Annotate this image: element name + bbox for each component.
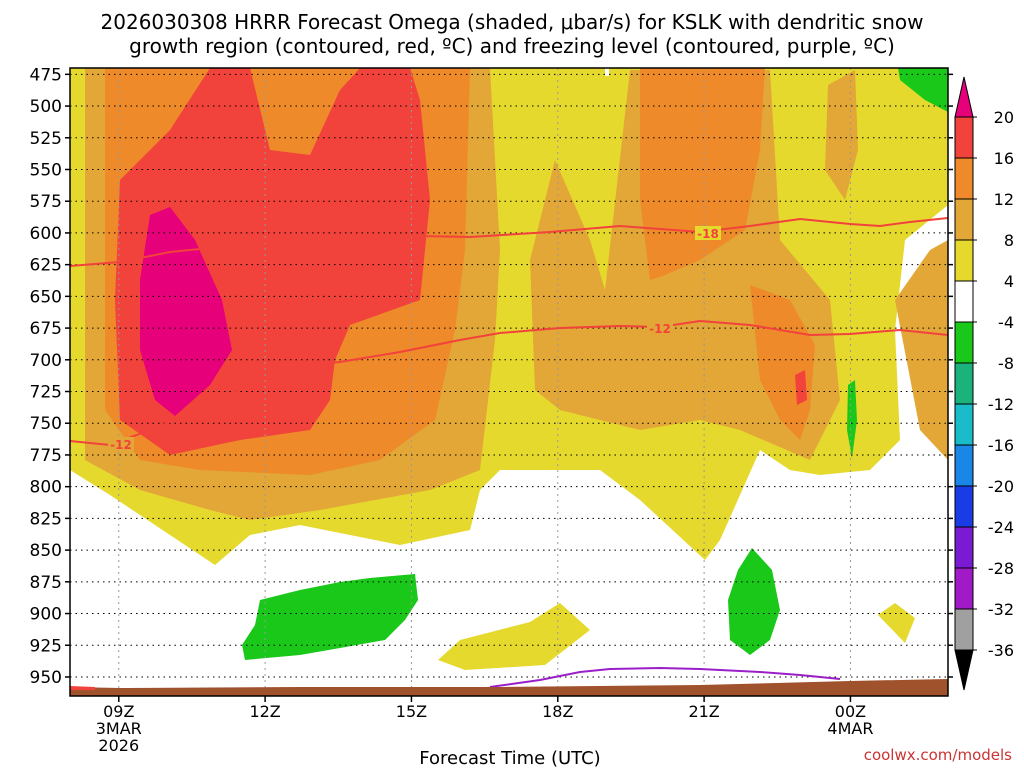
colorbar-label-20: 20 bbox=[994, 108, 1014, 127]
y-tick-label-625: 625 bbox=[30, 256, 62, 276]
colorbar-segment-16 bbox=[954, 157, 974, 200]
y-tick-label-800: 800 bbox=[30, 478, 62, 498]
colorbar-label--28: -28 bbox=[988, 559, 1014, 578]
colorbar-segment--20 bbox=[954, 485, 974, 528]
colorbar-segment-20 bbox=[954, 116, 974, 159]
y-tick-label-925: 925 bbox=[30, 636, 62, 656]
chart-title-line1: 2026030308 HRRR Forecast Omega (shaded, … bbox=[101, 10, 924, 34]
contour-minus18-upper bbox=[70, 217, 948, 267]
y-tick-label-575: 575 bbox=[30, 192, 62, 212]
y-tick-label-550: 550 bbox=[30, 160, 62, 180]
y-tick-label-525: 525 bbox=[30, 129, 62, 149]
colorbar-segment--24 bbox=[954, 526, 974, 569]
chart-title-line2: growth region (contoured, red, ºC) and f… bbox=[129, 34, 895, 58]
colorbar-segment-12 bbox=[954, 198, 974, 241]
colorbar-top-arrow bbox=[954, 76, 974, 118]
y-tick-label-725: 725 bbox=[30, 383, 62, 403]
contour-minus12-lower bbox=[70, 319, 948, 447]
colorbar-label--36: -36 bbox=[988, 641, 1014, 660]
colorbar-label--16: -16 bbox=[988, 436, 1014, 455]
plot-border bbox=[69, 67, 949, 697]
colorbar-label-12: 12 bbox=[994, 190, 1014, 209]
y-tick-label-475: 475 bbox=[30, 65, 62, 85]
y-tick-label-825: 825 bbox=[30, 509, 62, 529]
x-tick-label-00Z: 00Z bbox=[835, 702, 866, 721]
colorbar-label--24: -24 bbox=[988, 518, 1014, 537]
colorbar-label--4: -4 bbox=[998, 313, 1014, 332]
y-tick-label-700: 700 bbox=[30, 351, 62, 371]
x-tick-label-18Z: 18Z bbox=[542, 702, 573, 721]
y-tick-label-650: 650 bbox=[30, 287, 62, 307]
x-tick-label-21Z: 21Z bbox=[688, 702, 719, 721]
contour-label-minus12-right: -12 bbox=[649, 322, 671, 336]
x-tick-year-09Z: 2026 bbox=[98, 736, 139, 755]
colorbar-label--32: -32 bbox=[988, 600, 1014, 619]
contour-label-minus12-left: -12 bbox=[110, 438, 132, 452]
x-tick-label-15Z: 15Z bbox=[396, 702, 427, 721]
colorbar-label--12: -12 bbox=[988, 395, 1014, 414]
grid bbox=[70, 73, 948, 678]
omega-region-gt20 bbox=[140, 207, 232, 416]
freezing-level-contour bbox=[489, 666, 841, 688]
y-tick-label-850: 850 bbox=[30, 541, 62, 561]
colorbar-segment--8 bbox=[954, 362, 974, 405]
colorbar-label-16: 16 bbox=[994, 149, 1014, 168]
plot-area bbox=[70, 68, 948, 696]
x-tick-date-09Z: 3MAR bbox=[96, 719, 142, 738]
colorbar-segment--16 bbox=[954, 444, 974, 487]
vertical-grid bbox=[118, 68, 851, 696]
colorbar-segment-8 bbox=[954, 239, 974, 282]
colorbar-segment--12 bbox=[954, 403, 974, 446]
x-tick-label-09Z: 09Z bbox=[103, 702, 134, 721]
colorbar-bottom-arrow bbox=[954, 649, 974, 691]
y-tick-label-500: 500 bbox=[30, 97, 62, 117]
colorbar-label--20: -20 bbox=[988, 477, 1014, 496]
colorbar-label--8: -8 bbox=[998, 354, 1014, 373]
contour-label-minus18: -18 bbox=[697, 227, 719, 241]
colorbar-segment--4 bbox=[954, 321, 974, 364]
contour-labels: -12 -18 -12 bbox=[108, 226, 721, 452]
omega-region-neg4-neg8 bbox=[242, 574, 418, 660]
x-tick-label-12Z: 12Z bbox=[249, 702, 280, 721]
y-tick-label-900: 900 bbox=[30, 605, 62, 625]
terrain bbox=[70, 679, 948, 696]
colorbar-segment-4 bbox=[954, 280, 974, 323]
credit-text: coolwx.com/models bbox=[864, 746, 1012, 764]
y-tick-label-775: 775 bbox=[30, 446, 62, 466]
y-tick-label-750: 750 bbox=[30, 414, 62, 434]
y-axis: 475 500 525 550 575 600 625 650 675 700 725 750 775 8… bbox=[30, 65, 953, 688]
y-tick-label-600: 600 bbox=[30, 224, 62, 244]
y-tick-label-950: 950 bbox=[30, 668, 62, 688]
x-tick-date-00Z: 4MAR bbox=[827, 719, 873, 738]
y-tick-label-675: 675 bbox=[30, 319, 62, 339]
colorbar-segment--32 bbox=[954, 608, 974, 651]
y-tick-label-875: 875 bbox=[30, 573, 62, 593]
colorbar: 20 16 12 8 4 -4 -8 -12 -16 -20 -24 -28 -32 -36 bbox=[954, 76, 1014, 691]
colorbar-label-8: 8 bbox=[1004, 231, 1014, 250]
colorbar-label-4: 4 bbox=[1004, 272, 1014, 291]
colorbar-segment--28 bbox=[954, 567, 974, 610]
x-axis-label: Forecast Time (UTC) bbox=[419, 748, 600, 768]
